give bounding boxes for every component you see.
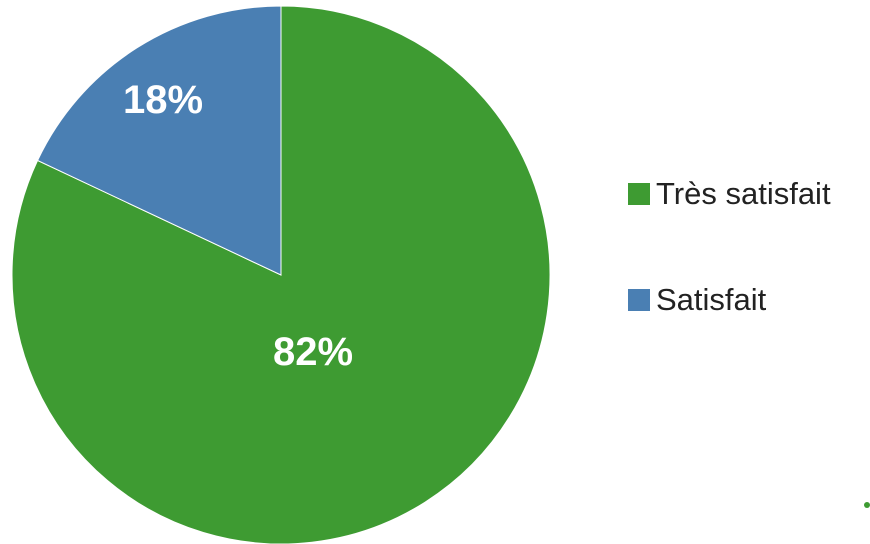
pie-slice-satisfait bbox=[36, 5, 282, 276]
chart-legend: Très satisfait Satisfait bbox=[628, 168, 831, 380]
legend-item-satisfait: Satisfait bbox=[628, 274, 831, 326]
legend-label-tres-satisfait: Très satisfait bbox=[656, 176, 831, 211]
legend-swatch-tres-satisfait bbox=[628, 183, 650, 205]
legend-label-satisfait: Satisfait bbox=[656, 282, 767, 317]
legend-item-tres-satisfait: Très satisfait bbox=[628, 168, 831, 220]
data-label-satisfait: 18% bbox=[123, 78, 203, 122]
pie-slices bbox=[11, 5, 551, 544]
pie-data-labels: 82% 18% bbox=[123, 78, 353, 374]
legend-swatch-satisfait bbox=[628, 289, 650, 311]
corner-dot-icon bbox=[864, 502, 870, 508]
data-label-tres-satisfait: 82% bbox=[273, 330, 353, 374]
